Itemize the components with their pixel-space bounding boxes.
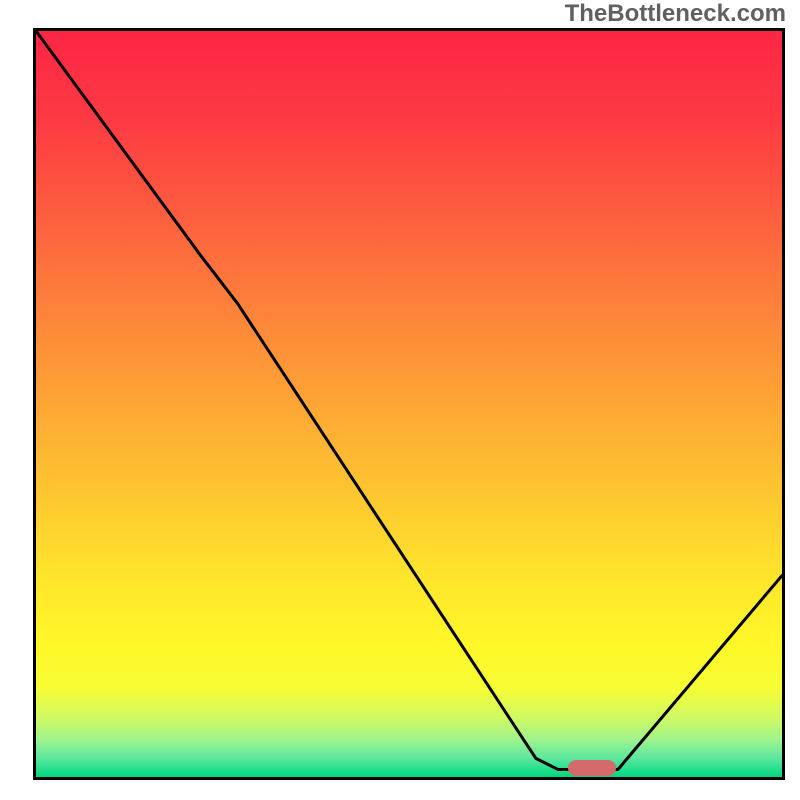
bottleneck-chart: TheBottleneck.com	[0, 0, 800, 800]
watermark-text: TheBottleneck.com	[565, 0, 786, 28]
curve-layer	[0, 0, 800, 800]
bottleneck-curve	[36, 31, 782, 770]
optimal-marker	[568, 760, 616, 776]
